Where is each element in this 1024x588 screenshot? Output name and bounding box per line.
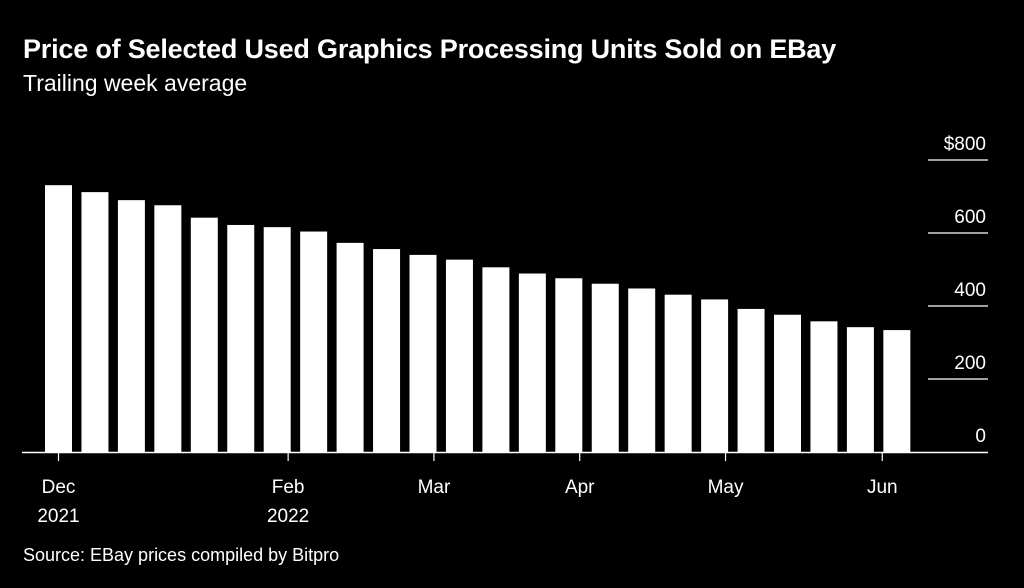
bar [664,294,692,452]
bar [628,288,656,452]
x-tick-label: Feb [272,477,305,498]
bar [482,267,510,452]
bar [336,242,364,452]
x-tick-label: Mar [418,477,451,498]
y-tick-label: $800 [944,134,986,155]
bar [737,308,765,452]
x-tick-label: Dec [42,477,76,498]
source-note: Source: EBay prices compiled by Bitpro [23,545,340,565]
bar [300,231,328,452]
x-tick-sublabel: 2022 [267,506,309,527]
x-tick-sublabel: 2021 [37,506,79,527]
bar [883,330,911,452]
x-tick-label: Jun [867,477,898,498]
bar [518,273,546,452]
y-tick-label: 600 [954,207,986,228]
y-tick-label: 0 [975,426,986,447]
y-tick-label: 400 [954,280,986,301]
bar [190,217,218,452]
bar [81,192,109,452]
bar [846,327,874,452]
x-tick-label: May [708,477,744,498]
bar [263,227,291,452]
bar [45,185,72,452]
bar [409,254,437,452]
bar [774,314,801,452]
x-tick-label: Apr [565,477,595,498]
bar [373,249,401,452]
bar [117,200,145,452]
bar [555,278,583,452]
bar [810,321,838,452]
y-tick-label: 200 [954,353,986,374]
bar [701,299,729,452]
bar [154,205,182,452]
chart-subtitle: Trailing week average [23,70,248,96]
bar [591,283,619,452]
bar [227,224,255,452]
bar [445,259,473,452]
chart-title: Price of Selected Used Graphics Processi… [23,34,837,64]
